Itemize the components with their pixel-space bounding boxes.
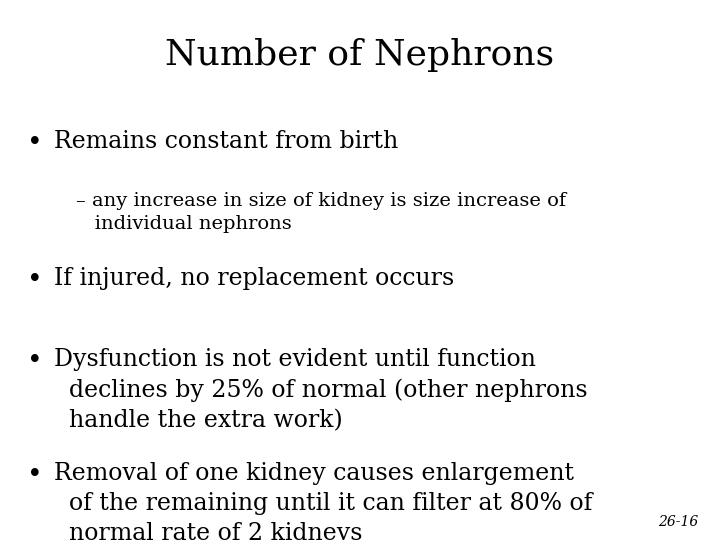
Text: •: •	[27, 348, 42, 373]
Text: •: •	[27, 462, 42, 487]
Text: •: •	[27, 130, 42, 154]
Text: Removal of one kidney causes enlargement
  of the remaining until it can filter : Removal of one kidney causes enlargement…	[54, 462, 593, 540]
Text: 26-16: 26-16	[658, 515, 698, 529]
Text: Number of Nephrons: Number of Nephrons	[166, 38, 554, 72]
Text: Dysfunction is not evident until function
  declines by 25% of normal (other nep: Dysfunction is not evident until functio…	[54, 348, 588, 433]
Text: – any increase in size of kidney is size increase of
   individual nephrons: – any increase in size of kidney is size…	[76, 192, 566, 233]
Text: •: •	[27, 267, 42, 292]
Text: If injured, no replacement occurs: If injured, no replacement occurs	[54, 267, 454, 291]
Text: Remains constant from birth: Remains constant from birth	[54, 130, 398, 153]
